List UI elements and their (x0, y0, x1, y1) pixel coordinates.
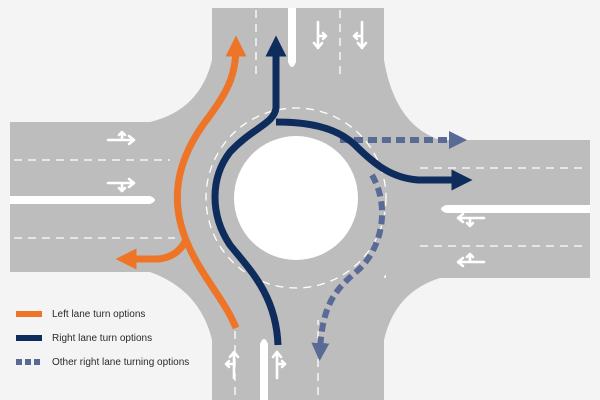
right-lane-path-east (275, 118, 473, 191)
west-lane-arrow-straight-right (106, 177, 136, 193)
flare-nw (150, 60, 212, 122)
flare-se (384, 278, 440, 340)
flare-sw (150, 272, 212, 340)
splitter-islands (10, 8, 590, 400)
right-lane-path-north (211, 35, 287, 346)
legend-label-left-lane: Left lane turn options (52, 308, 146, 320)
pavement-markings (106, 20, 486, 380)
east-lane-arrow-left-straight (456, 212, 486, 228)
left-lane-path-north (173, 35, 247, 330)
north-lane-arrow-straight-right (352, 20, 368, 50)
lane-markings (14, 10, 586, 395)
roundabout-lane-divider (205, 107, 387, 289)
left-lane-path-west (115, 238, 190, 270)
legend-label-other-right-lane: Other right lane turning options (52, 356, 190, 368)
legend-item-other-right-lane: Other right lane turning options (16, 352, 189, 372)
legend-item-right-lane: Right lane turn options (16, 328, 152, 348)
other-right-lane-path-south (311, 173, 386, 361)
west-splitter-island (10, 196, 155, 204)
south-lane-arrow-straight-right (271, 350, 287, 380)
flare-ne (384, 60, 440, 140)
west-lane-arrow-left-straight (106, 130, 136, 146)
left-lane-paths (115, 35, 247, 330)
north-splitter-island (288, 8, 296, 67)
south-lane-arrow-left-straight (224, 350, 240, 380)
central-island (234, 136, 358, 260)
legend-item-left-lane: Left lane turn options (16, 304, 145, 324)
legend-swatch-left-lane (16, 311, 42, 317)
east-splitter-island (441, 205, 590, 213)
right-lane-paths (211, 35, 473, 346)
south-splitter-island (260, 339, 268, 400)
east-lane-arrow-straight-right (456, 252, 486, 268)
legend-swatch-other-right-lane (16, 359, 42, 365)
legend-label-right-lane: Right lane turn options (52, 332, 153, 344)
north-lane-arrow-left-straight (312, 20, 328, 50)
legend-swatch-right-lane (16, 335, 42, 341)
